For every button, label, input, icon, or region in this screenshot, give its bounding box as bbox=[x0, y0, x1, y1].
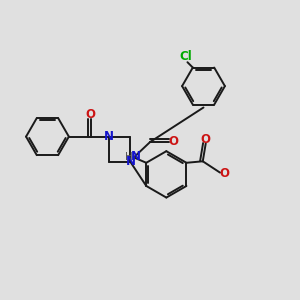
Text: Cl: Cl bbox=[180, 50, 192, 63]
Text: N: N bbox=[104, 130, 114, 143]
Text: O: O bbox=[168, 136, 178, 148]
Text: N: N bbox=[131, 150, 141, 163]
Text: O: O bbox=[85, 108, 96, 122]
Text: O: O bbox=[201, 133, 211, 146]
Text: N: N bbox=[125, 155, 135, 168]
Text: H: H bbox=[125, 152, 133, 162]
Text: O: O bbox=[220, 167, 230, 180]
